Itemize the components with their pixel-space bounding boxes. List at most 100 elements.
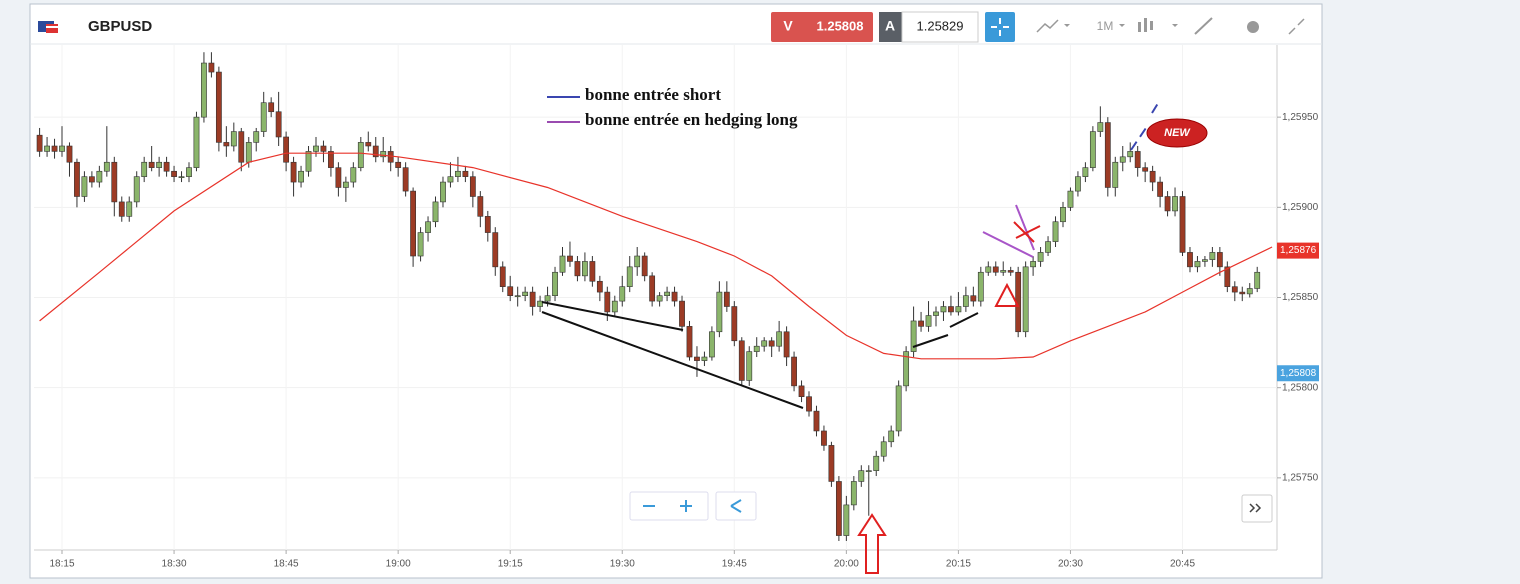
candle-body: [499, 266, 506, 287]
candle-body: [1172, 196, 1178, 212]
buy-price-box[interactable]: [901, 11, 979, 43]
candle-body: [380, 151, 387, 158]
candle-body: [611, 300, 618, 313]
candle-body: [738, 340, 745, 381]
candle-body: [350, 167, 357, 183]
toolbar-icons[interactable]: [1036, 17, 1305, 35]
candle-body: [746, 351, 753, 381]
candle-body: [268, 102, 275, 113]
legend-label: bonne entrée en hedging long: [585, 110, 798, 129]
candle-body: [328, 151, 334, 168]
candle-body: [582, 261, 588, 277]
candle-body: [910, 320, 917, 352]
candle-body: [36, 134, 43, 152]
candle-body: [813, 410, 820, 432]
candle-body: [761, 340, 768, 347]
candle-body: [410, 190, 416, 257]
zoom-controls[interactable]: [629, 491, 1273, 523]
candle-body: [275, 111, 282, 138]
candle-body: [895, 385, 902, 432]
flag: [38, 21, 58, 33]
candle-body: [1104, 122, 1111, 188]
x-tick-label: 19:15: [498, 559, 523, 570]
candle-body: [918, 320, 924, 327]
panel: [29, 3, 1323, 579]
y-tick-label: 1,25950: [1282, 112, 1319, 123]
candle-body: [985, 266, 992, 273]
candle-body: [1045, 241, 1051, 253]
candle-body: [664, 291, 670, 296]
candle-body: [484, 216, 491, 233]
candle-body: [948, 306, 954, 313]
candle-body: [51, 145, 58, 152]
candle-body: [1216, 252, 1223, 268]
candle-body: [238, 131, 245, 163]
candle-body: [544, 295, 551, 302]
candle-body: [1224, 266, 1231, 287]
candle-body: [492, 232, 499, 268]
candle-body: [215, 71, 222, 143]
candle-body: [783, 331, 790, 358]
y-tick-label: 1,25750: [1282, 472, 1319, 483]
candle-body: [962, 295, 969, 307]
timeframe[interactable]: 1M: [1097, 19, 1114, 33]
candle-body: [992, 266, 999, 273]
candle-body: [522, 291, 529, 296]
candle-body: [440, 181, 446, 203]
moving-average: [39, 152, 1273, 360]
candle-body: [171, 170, 177, 177]
candle-body: [559, 255, 566, 273]
candle-body: [395, 161, 402, 168]
candle-body: [865, 470, 872, 472]
candle-body: [260, 102, 267, 132]
candle-body: [1239, 291, 1246, 295]
candle-body: [1209, 252, 1216, 260]
candle-body: [776, 331, 783, 347]
sell-button[interactable]: [771, 12, 873, 42]
candle-body: [372, 145, 379, 158]
buy-button[interactable]: [879, 12, 902, 42]
candle-body: [148, 161, 155, 168]
candle-body: [641, 255, 648, 277]
crosshair-icon: [991, 18, 1009, 36]
candle-body: [888, 430, 895, 443]
candle-body: [970, 295, 977, 302]
candle-body: [477, 196, 484, 217]
candle-body: [66, 145, 73, 163]
candle-body: [417, 232, 424, 257]
y-tick-label: 1,25900: [1282, 202, 1319, 213]
candle-body: [1060, 207, 1066, 223]
candle-body: [791, 356, 797, 387]
legend-label: bonne entrée short: [585, 85, 721, 104]
candle-body: [552, 271, 558, 296]
candle-body: [111, 161, 118, 203]
candle-body: [1187, 252, 1193, 268]
candle-body: [1112, 161, 1119, 188]
candle-body: [432, 201, 439, 223]
candle-body: [230, 131, 237, 147]
candle-body: [507, 286, 514, 296]
candle-body: [604, 291, 611, 313]
x-tick-label: 18:45: [274, 559, 299, 570]
candle-body: [925, 315, 932, 327]
x-tick-label: 19:30: [610, 559, 635, 570]
candle-body: [798, 385, 805, 397]
candle-body: [357, 142, 364, 168]
x-tick-label: 20:00: [834, 559, 859, 570]
crosshair-button[interactable]: [985, 12, 1015, 42]
candle-body: [1157, 181, 1163, 197]
candle-body: [59, 145, 65, 152]
candle-body: [671, 291, 678, 302]
candle-body: [1037, 252, 1044, 262]
candle-body: [342, 181, 349, 188]
price-tag: [1277, 242, 1319, 259]
candle-body: [850, 481, 857, 506]
candle-body: [619, 286, 626, 302]
candle-body: [903, 351, 910, 387]
candle-body: [716, 291, 723, 333]
x-tick-label: 18:30: [162, 559, 187, 570]
candle-body: [686, 326, 693, 358]
candle-body: [462, 170, 469, 177]
x-tick-label: 20:30: [1058, 559, 1083, 570]
